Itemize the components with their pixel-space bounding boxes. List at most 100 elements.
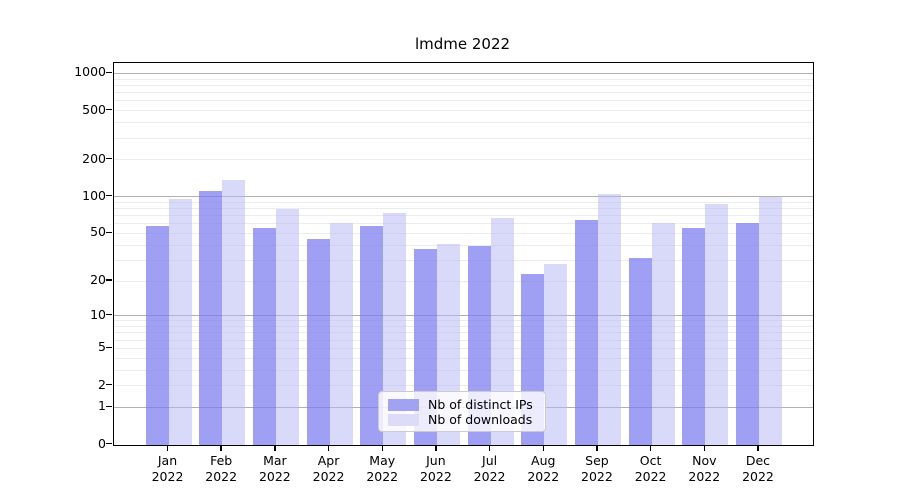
minor-gridline: [114, 369, 813, 371]
bar-downloads: [222, 180, 246, 445]
bar-distinct-ips: [574, 219, 598, 445]
minor-gridline: [114, 201, 813, 203]
x-axis-tick: [757, 444, 759, 451]
x-axis-label: May 2022: [366, 452, 399, 484]
major-gridline: [114, 72, 813, 74]
x-axis-label: Sep 2022: [581, 452, 613, 484]
legend: Nb of distinct IPs Nb of downloads: [378, 391, 546, 432]
y-axis-label: 10: [90, 306, 106, 322]
x-axis-tick: [435, 444, 437, 451]
y-axis-label: 1000: [74, 64, 106, 80]
y-axis-tick: [106, 383, 112, 386]
minor-gridline: [114, 320, 813, 322]
y-axis-label: 0: [98, 435, 106, 451]
bar-distinct-ips: [628, 258, 652, 445]
x-axis-label: Jan 2022: [151, 452, 184, 484]
bar-distinct-ips: [360, 226, 384, 445]
y-axis-tick: [106, 231, 112, 234]
minor-gridline: [114, 208, 813, 209]
y-axis-tick: [106, 346, 112, 348]
minor-gridline: [114, 385, 813, 386]
x-axis-label: Dec 2022: [742, 452, 774, 484]
bar-distinct-ips: [199, 190, 223, 445]
x-axis-label: Nov 2022: [688, 452, 721, 484]
minor-gridline: [114, 159, 813, 161]
minor-gridline: [114, 259, 813, 261]
minor-gridline: [114, 280, 813, 282]
x-axis-tick: [166, 444, 169, 451]
bar-downloads: [383, 212, 407, 445]
y-axis-tick: [106, 279, 112, 281]
minor-gridline: [114, 357, 813, 359]
y-axis-label: 50: [90, 224, 106, 240]
minor-gridline: [114, 92, 813, 94]
bar-distinct-ips: [735, 222, 759, 445]
minor-gridline: [114, 232, 813, 234]
x-axis-label: Mar 2022: [258, 452, 291, 484]
x-axis-tick: [488, 444, 491, 451]
x-axis-tick: [542, 444, 544, 451]
x-axis-label: Aug 2022: [527, 452, 560, 484]
legend-swatch-downloads: [388, 413, 419, 426]
bar-distinct-ips: [682, 228, 706, 445]
minor-gridline: [114, 332, 813, 334]
y-axis-label: 1: [98, 398, 106, 414]
bar-downloads: [651, 222, 675, 445]
y-axis-label: 2: [98, 376, 106, 392]
minor-gridline: [114, 78, 813, 80]
minor-gridline: [114, 137, 813, 139]
bar-downloads: [597, 194, 621, 445]
x-axis-tick: [274, 444, 276, 451]
legend-label-distinct-ips: Nb of distinct IPs: [428, 397, 533, 412]
minor-gridline: [114, 244, 813, 246]
y-axis-tick: [106, 442, 112, 445]
legend-item-downloads: Nb of downloads: [388, 412, 536, 427]
y-axis-tick: [106, 194, 112, 197]
x-axis-label: Oct 2022: [634, 452, 667, 484]
bar-distinct-ips: [306, 238, 330, 445]
legend-item-distinct-ips: Nb of distinct IPs: [388, 397, 536, 412]
x-axis-tick: [220, 444, 222, 451]
bar-distinct-ips: [145, 225, 169, 445]
x-axis-tick: [703, 444, 705, 451]
chart-title: lmdme 2022: [414, 35, 511, 53]
y-axis-label: 100: [82, 187, 106, 203]
x-axis-label: Jun 2022: [419, 452, 452, 484]
y-axis-label: 20: [90, 272, 106, 287]
major-gridline: [114, 315, 813, 317]
x-axis-tick: [649, 444, 652, 451]
bar-downloads: [168, 199, 192, 445]
y-axis-tick: [106, 71, 112, 74]
minor-gridline: [114, 326, 813, 327]
plot-area: [113, 62, 814, 446]
x-axis-label: Apr 2022: [312, 452, 345, 484]
minor-gridline: [114, 110, 813, 112]
bar-downloads: [275, 208, 299, 445]
minor-gridline: [114, 84, 813, 86]
x-axis-tick: [381, 444, 383, 451]
y-axis-tick: [106, 314, 112, 316]
bar-downloads: [758, 197, 782, 445]
minor-gridline: [114, 122, 813, 124]
x-axis-label: Jul 2022: [473, 452, 506, 484]
bar-downloads: [544, 263, 568, 445]
minor-gridline: [114, 339, 813, 341]
y-axis-tick: [106, 405, 112, 407]
y-axis-tick: [106, 158, 112, 160]
x-axis-tick: [327, 444, 330, 451]
y-axis-label: 5: [98, 339, 106, 355]
y-axis-label: 200: [82, 150, 106, 166]
legend-swatch-distinct-ips: [388, 398, 419, 411]
bar-downloads: [490, 217, 514, 445]
minor-gridline: [114, 215, 813, 217]
minor-gridline: [114, 100, 813, 102]
bar-distinct-ips: [252, 228, 276, 445]
y-axis-tick: [106, 108, 112, 111]
bar-downloads: [329, 222, 353, 445]
bar-downloads: [705, 204, 729, 445]
x-axis-tick: [596, 444, 598, 451]
minor-gridline: [114, 347, 813, 349]
legend-label-downloads: Nb of downloads: [428, 412, 533, 427]
minor-gridline: [114, 223, 813, 225]
